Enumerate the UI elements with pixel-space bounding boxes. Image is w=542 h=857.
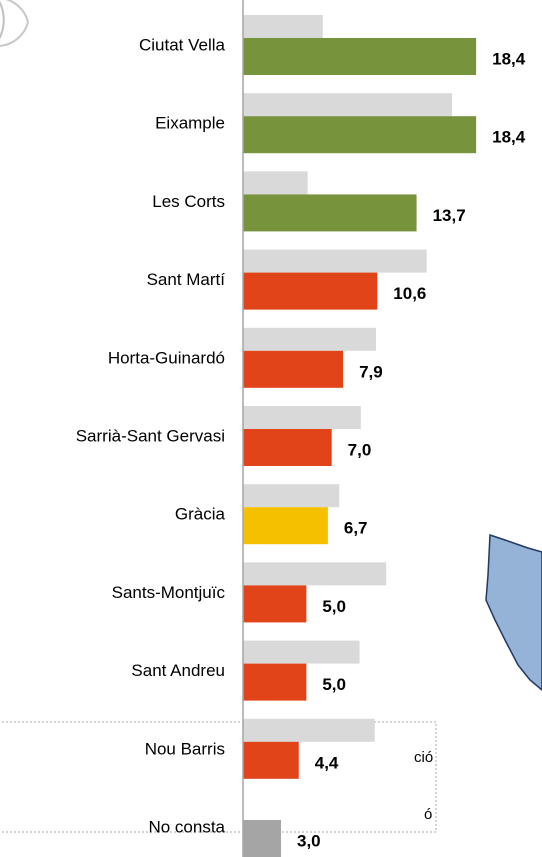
value-label: 18,4 (492, 49, 526, 68)
bar-previous (243, 327, 377, 351)
decor-circle (0, 0, 30, 47)
category-label: Sant Andreu (131, 661, 225, 680)
value-label: 5,0 (322, 675, 346, 694)
category-label: Gràcia (175, 505, 226, 524)
value-label: 4,4 (315, 753, 339, 772)
value-label: 6,7 (344, 519, 368, 538)
bar (243, 663, 307, 701)
category-label: Eixample (155, 114, 225, 133)
bar (243, 38, 477, 75)
legend-box (0, 721, 437, 833)
bar-previous (243, 718, 375, 742)
value-label: 13,7 (433, 206, 466, 225)
decor-circle (0, 0, 5, 40)
bar (243, 350, 344, 388)
bar-previous (243, 93, 453, 117)
value-label: 10,6 (393, 284, 426, 303)
value-label: 7,9 (359, 362, 383, 381)
bar-previous (243, 562, 387, 586)
bar-previous (243, 484, 340, 508)
bar-previous (243, 249, 427, 273)
bar-previous (243, 406, 361, 429)
bar-previous (243, 171, 308, 195)
bar (243, 741, 299, 779)
bar (243, 585, 307, 623)
category-label: No consta (148, 817, 225, 836)
bar (243, 429, 332, 466)
bar (243, 194, 417, 232)
value-label: 3,0 (297, 831, 321, 850)
value-label: 5,0 (322, 597, 346, 616)
category-label: Nou Barris (145, 739, 225, 758)
category-label: Ciutat Vella (139, 35, 226, 54)
legend-text: ció (414, 749, 433, 766)
category-label: Sants-Montjuïc (112, 583, 226, 602)
bar (243, 820, 282, 857)
bar-previous (243, 15, 323, 38)
bar (243, 116, 477, 154)
bar (243, 272, 378, 310)
category-label: Horta-Guinardó (108, 348, 225, 367)
bar-previous (243, 640, 360, 664)
category-label: Sarrià-Sant Gervasi (76, 426, 225, 445)
legend-text: ó (424, 806, 432, 823)
category-label: Sant Martí (147, 270, 226, 289)
value-label: 7,0 (348, 440, 372, 459)
bar (243, 507, 328, 545)
value-label: 18,4 (492, 128, 526, 147)
map-shape (485, 533, 542, 691)
category-label: Les Corts (152, 192, 225, 211)
